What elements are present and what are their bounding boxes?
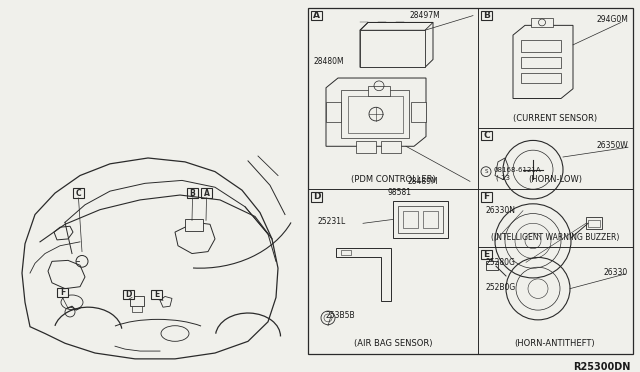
Bar (398, 206, 443, 233)
Text: 26350W: 26350W (596, 141, 628, 150)
Bar (588, 220, 600, 227)
Text: E: E (154, 290, 159, 299)
Bar (393, 201, 448, 238)
Text: S: S (484, 169, 488, 174)
Text: D: D (313, 192, 320, 202)
Text: A: A (313, 11, 320, 20)
Bar (130, 296, 144, 306)
Bar (423, 211, 438, 228)
Bar (481, 250, 492, 259)
Bar (531, 17, 553, 27)
Bar (308, 8, 633, 354)
Text: E: E (483, 250, 490, 259)
Bar (187, 188, 198, 198)
Bar (132, 306, 142, 312)
Bar (481, 131, 492, 140)
Bar (381, 141, 401, 153)
Text: C: C (76, 189, 81, 198)
Bar (201, 188, 212, 198)
Bar (326, 102, 341, 122)
Text: 252B0G: 252B0G (486, 283, 516, 292)
Bar (403, 211, 418, 228)
Bar (368, 86, 390, 96)
Text: A: A (204, 189, 209, 198)
Bar (356, 141, 376, 153)
Bar (521, 40, 561, 52)
Bar (311, 11, 322, 20)
Text: 26330: 26330 (604, 267, 628, 276)
Text: 28480M: 28480M (313, 57, 344, 66)
Text: B: B (189, 189, 195, 198)
Text: ( 13: ( 13 (496, 174, 510, 181)
Bar (486, 262, 498, 270)
Text: (CURRENT SENSOR): (CURRENT SENSOR) (513, 114, 597, 123)
Text: D: D (125, 290, 132, 299)
Text: F: F (60, 288, 65, 297)
Bar (586, 218, 602, 229)
Text: R25300DN: R25300DN (573, 362, 631, 372)
Bar (341, 90, 409, 138)
Bar (360, 30, 425, 67)
Text: 294G0M: 294G0M (596, 15, 628, 24)
Text: B: B (483, 11, 490, 20)
Bar (411, 102, 426, 122)
Bar (185, 219, 203, 231)
Text: (INTELLIGENT WARNING BUZZER): (INTELLIGENT WARNING BUZZER) (491, 233, 619, 242)
Text: F: F (483, 192, 490, 202)
Bar (481, 11, 492, 20)
Bar (481, 192, 492, 202)
Text: 98581: 98581 (388, 188, 412, 197)
Text: 253B5B: 253B5B (326, 311, 356, 320)
Bar (73, 188, 84, 198)
Bar (521, 57, 561, 68)
Bar (151, 290, 162, 299)
Text: (HORN-ANTITHEFT): (HORN-ANTITHEFT) (515, 339, 595, 348)
Bar (521, 73, 561, 83)
Text: (AIR BAG SENSOR): (AIR BAG SENSOR) (354, 339, 432, 348)
Text: (PDM CONTROLLER): (PDM CONTROLLER) (351, 175, 435, 184)
Bar (311, 192, 322, 202)
Text: C: C (483, 131, 490, 140)
Text: 25280G: 25280G (486, 258, 516, 267)
Text: 28497M: 28497M (410, 11, 441, 20)
Text: 25231L: 25231L (318, 217, 346, 226)
Bar (341, 250, 351, 256)
Text: (HORN-LOW): (HORN-LOW) (528, 175, 582, 184)
Text: 08168-6121A: 08168-6121A (493, 167, 541, 173)
Bar (348, 96, 403, 133)
Bar (123, 290, 134, 299)
Text: 28489M: 28489M (408, 177, 438, 186)
Bar (57, 288, 68, 298)
Text: 26330N: 26330N (486, 206, 516, 215)
